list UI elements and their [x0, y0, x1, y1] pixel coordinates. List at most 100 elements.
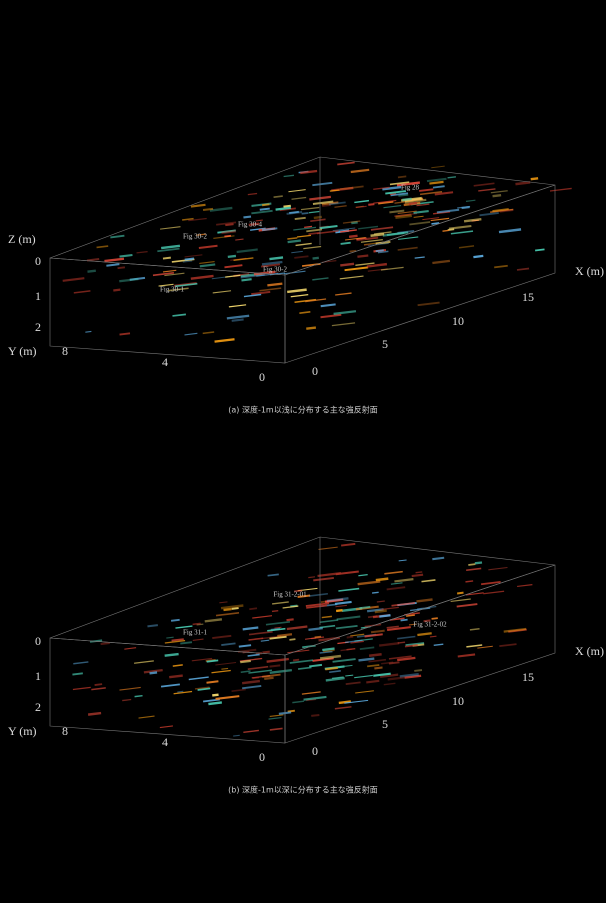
- reflection: [381, 661, 394, 665]
- y-axis-label: Y (m): [8, 344, 37, 358]
- reflection: [344, 266, 369, 272]
- reflection: [400, 618, 408, 622]
- reflection: [448, 224, 472, 230]
- reflection: [375, 249, 384, 253]
- reflection: [242, 626, 259, 631]
- reflection: [326, 597, 349, 603]
- reflection: [325, 677, 345, 682]
- reflection: [351, 221, 358, 225]
- reflection: [442, 229, 450, 232]
- reflection: [322, 647, 335, 652]
- reflection: [87, 269, 96, 273]
- reflection: [248, 630, 273, 636]
- reflection: [398, 236, 419, 240]
- reflection: [382, 185, 402, 191]
- reflection: [170, 618, 180, 622]
- reflection: [249, 607, 258, 611]
- reflection: [384, 570, 403, 575]
- reflection: [367, 615, 378, 619]
- reflection: [354, 674, 373, 679]
- reflection: [311, 713, 320, 717]
- reflection: [106, 263, 120, 267]
- reflection: [358, 225, 379, 230]
- reflection: [129, 276, 146, 281]
- reflection: [319, 624, 336, 629]
- reflection: [394, 578, 414, 583]
- reflection: [119, 332, 131, 336]
- reflection: [395, 213, 412, 218]
- reflection: [202, 331, 215, 335]
- reflection: [396, 181, 420, 187]
- x-tick-label: 0: [312, 364, 318, 378]
- reflection: [469, 627, 480, 631]
- reflection: [175, 625, 193, 629]
- reflection: [134, 694, 143, 698]
- reflection: [267, 282, 283, 287]
- reflection: [306, 326, 317, 330]
- reflection: [247, 653, 260, 657]
- reflection: [221, 642, 236, 646]
- reflection: [272, 601, 289, 605]
- reflection: [308, 210, 320, 214]
- reflection: [373, 186, 390, 190]
- reflection: [212, 693, 219, 697]
- reflection: [386, 586, 406, 591]
- reflection: [466, 567, 482, 571]
- reflection: [410, 607, 431, 612]
- reflection: [356, 237, 378, 242]
- reflection: [274, 626, 282, 629]
- reflection: [294, 589, 303, 593]
- reflection: [386, 231, 409, 236]
- reflection: [242, 685, 262, 690]
- z-tick-label: 0: [35, 634, 41, 648]
- reflection: [371, 591, 379, 594]
- reflection: [333, 310, 357, 315]
- reflection: [390, 192, 409, 197]
- reflection: [340, 229, 357, 233]
- reflection: [233, 257, 254, 262]
- reflection: [312, 181, 333, 187]
- reflection: [344, 699, 369, 704]
- annotation: Fig 30-2: [183, 233, 207, 241]
- reflection: [293, 226, 317, 231]
- reflection: [275, 206, 292, 211]
- reflection: [209, 206, 233, 212]
- reflection: [204, 618, 223, 623]
- z-tick-label: 2: [35, 320, 41, 334]
- reflection: [374, 666, 383, 670]
- reflection: [72, 686, 91, 691]
- reflection: [223, 607, 232, 612]
- reflection: [197, 687, 211, 691]
- reflection: [180, 641, 193, 645]
- reflection: [415, 571, 423, 574]
- reflection: [303, 245, 322, 250]
- reflection: [431, 165, 445, 169]
- reflection: [215, 661, 237, 666]
- reflection: [224, 264, 243, 269]
- reflection: [375, 240, 391, 245]
- reflection: [119, 277, 139, 283]
- reflection: [366, 679, 380, 684]
- reflection: [241, 679, 261, 685]
- reflection: [430, 217, 450, 222]
- reflection: [480, 580, 501, 586]
- reflection: [408, 201, 418, 206]
- reflection: [191, 657, 213, 662]
- reflection: [160, 226, 181, 230]
- reflection: [322, 204, 331, 207]
- annotation: Fig 30-4: [238, 221, 262, 229]
- reflection: [387, 675, 412, 681]
- reflection: [478, 188, 496, 192]
- reflection: [332, 658, 356, 663]
- reflection: [211, 669, 231, 674]
- reflection: [390, 582, 403, 585]
- reflection: [345, 237, 366, 241]
- reflection: [305, 298, 327, 303]
- reflection: [530, 177, 539, 181]
- y-tick-label: 0: [259, 750, 265, 764]
- reflection: [370, 232, 385, 238]
- reflection: [433, 643, 444, 647]
- reflection: [236, 248, 258, 254]
- reflection: [199, 263, 216, 268]
- reflection: [436, 208, 460, 214]
